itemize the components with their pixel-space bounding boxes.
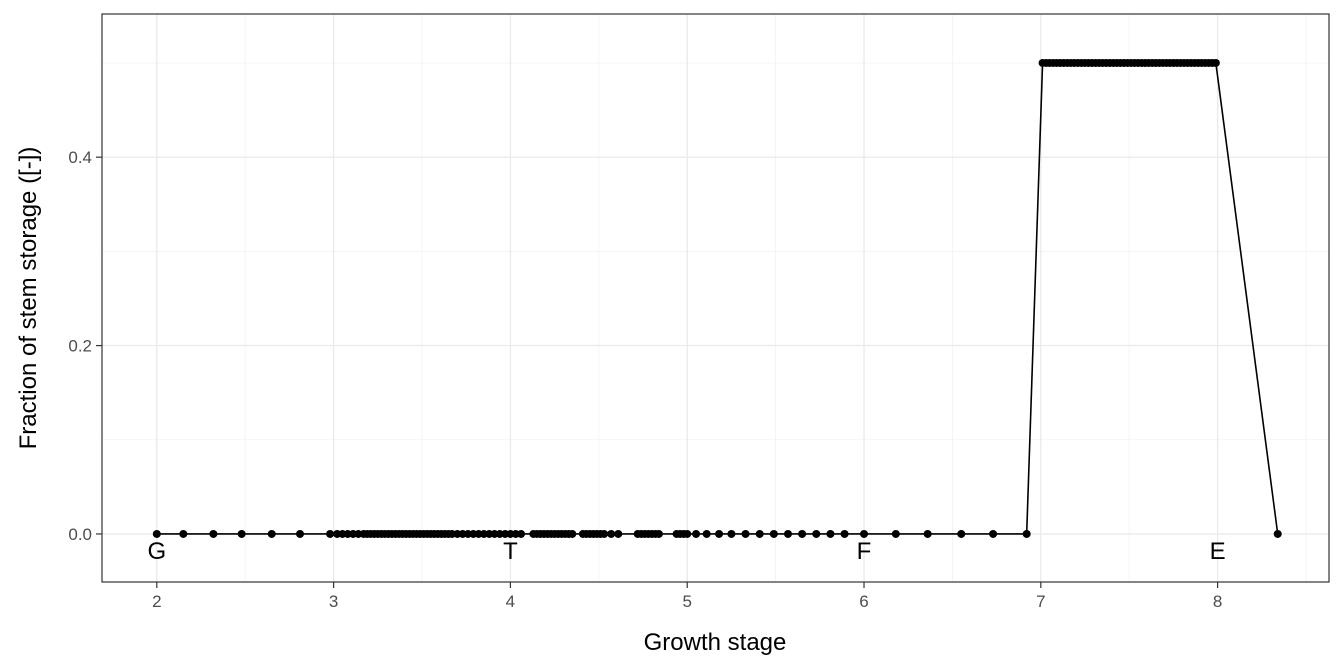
x-tick-label: 8 xyxy=(1213,592,1222,611)
data-point xyxy=(783,529,792,538)
data-point xyxy=(237,529,246,538)
data-point xyxy=(600,529,609,538)
data-point xyxy=(860,529,869,538)
data-point xyxy=(957,529,966,538)
data-point xyxy=(826,529,835,538)
data-point xyxy=(517,529,526,538)
data-point xyxy=(267,529,276,538)
x-tick-label: 6 xyxy=(859,592,868,611)
data-point xyxy=(755,529,764,538)
stage-label-e: E xyxy=(1210,538,1226,565)
data-point xyxy=(568,529,577,538)
data-point xyxy=(715,529,724,538)
data-point xyxy=(692,529,701,538)
data-point xyxy=(179,529,188,538)
y-tick-label: 0.4 xyxy=(68,148,92,167)
data-point xyxy=(812,529,821,538)
y-axis-title: Fraction of stem storage ([-]) xyxy=(15,147,42,450)
x-tick-label: 4 xyxy=(506,592,515,611)
data-point xyxy=(989,529,998,538)
x-tick-label: 7 xyxy=(1036,592,1045,611)
data-point xyxy=(923,529,932,538)
data-point xyxy=(727,529,736,538)
stage-label-f: F xyxy=(857,538,872,565)
panel-border xyxy=(101,13,1330,583)
data-point xyxy=(1022,529,1031,538)
data-point xyxy=(607,529,616,538)
y-tick-label: 0.2 xyxy=(68,337,92,356)
data-point xyxy=(614,529,623,538)
data-point xyxy=(654,529,663,538)
data-point xyxy=(152,529,161,538)
x-axis: 2 3 4 5 6 7 8 xyxy=(152,582,1222,611)
y-tick-label: 0.0 xyxy=(68,525,92,544)
stage-label-g: G xyxy=(147,538,166,565)
data-point xyxy=(769,529,778,538)
data-points xyxy=(152,58,1282,538)
data-point xyxy=(798,529,807,538)
data-point xyxy=(840,529,849,538)
data-point xyxy=(683,529,692,538)
x-tick-label: 3 xyxy=(329,592,338,611)
data-point xyxy=(1273,529,1282,538)
x-tick-label: 2 xyxy=(152,592,161,611)
data-point xyxy=(296,529,305,538)
data-point xyxy=(209,529,218,538)
data-point xyxy=(326,529,335,538)
data-point xyxy=(1211,58,1220,67)
data-point xyxy=(741,529,750,538)
data-point xyxy=(891,529,900,538)
x-axis-title: Growth stage xyxy=(644,629,787,656)
x-tick-label: 5 xyxy=(682,592,691,611)
stage-label-t: T xyxy=(503,538,518,565)
data-point xyxy=(702,529,711,538)
y-axis: 0.0 0.2 0.4 xyxy=(68,148,102,544)
